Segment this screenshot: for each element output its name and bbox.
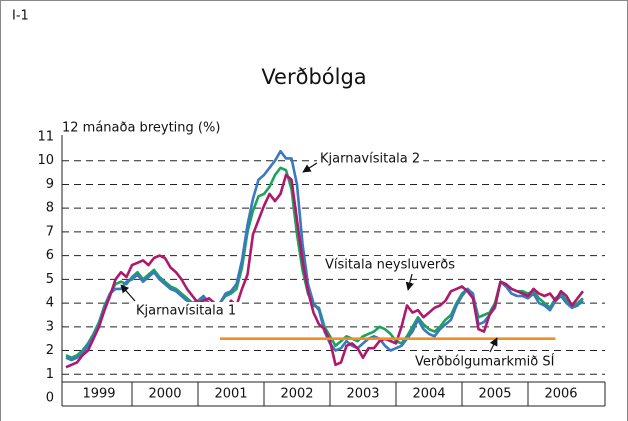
y-tick-label: 1 [46,367,54,382]
label-background [412,353,558,371]
label-background [317,150,424,168]
y-tick-label: 9 [46,177,54,192]
label-background [133,302,240,320]
x-tick-label: 2001 [214,387,247,402]
x-tick-label: 2005 [478,387,511,402]
x-tick-label: 2002 [280,387,313,402]
y-tick-label: 3 [46,319,54,334]
series-annotation: Kjarnavísitala 2 [320,152,420,167]
y-tick-label: 10 [37,153,54,168]
annotation-arrow [120,284,136,302]
x-tick-label: 2004 [412,387,445,402]
series-line [65,173,585,369]
x-tick-label: 2006 [544,387,577,402]
label-background [322,256,458,274]
y-tick-label: 2 [46,343,54,358]
series-annotation: Vísitala neysluverðs [325,258,455,273]
y-tick-label: 5 [46,272,54,287]
annotation-arrow [302,162,318,173]
x-tick-label: 2000 [148,387,181,402]
y-axis-label: 12 mánaða breyting (%) [62,121,220,136]
y-tick-label: 6 [46,248,54,263]
y-tick-label: 8 [46,201,54,216]
y-tick-label: 11 [37,130,54,145]
x-tick-label: 1999 [82,387,115,402]
x-tick-label: 2003 [346,387,379,402]
annotation-arrow [405,273,414,291]
panel-label: I-1 [12,9,29,24]
series-annotation: Kjarnavísitala 1 [136,304,236,319]
y-tick-label: 0 [46,391,54,406]
annotation-arrow [489,337,498,353]
y-tick-label: 7 [46,224,54,239]
y-tick-label: 4 [46,296,54,311]
series-annotation: Verðbólgumarkmið SÍ [415,354,555,370]
chart-title: Verðbólga [261,65,366,89]
